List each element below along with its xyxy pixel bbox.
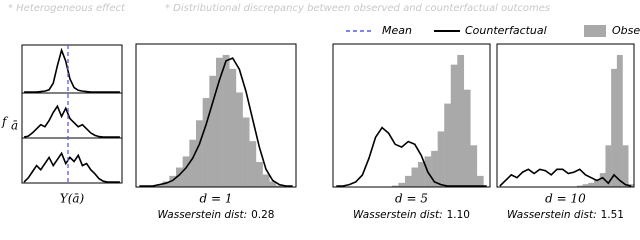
observed-bar	[169, 175, 177, 187]
observed-bar	[457, 54, 465, 188]
x-label: Y(ā)	[60, 192, 85, 206]
y-label-sub: ā	[11, 119, 18, 133]
observed-bar	[404, 175, 412, 187]
counterfactual-curve	[139, 57, 293, 187]
subplot-frame	[21, 92, 123, 139]
observed-bar	[222, 54, 230, 188]
counterfactual-curve	[499, 168, 632, 187]
observed-bar	[229, 68, 237, 187]
legend-observed-swatch	[584, 25, 606, 37]
observed-bar	[594, 180, 600, 187]
observed-bar	[431, 150, 438, 187]
metric: Wasserstein dist: 1.10	[353, 209, 470, 221]
legend-label: Mean	[382, 24, 412, 37]
observed-bar	[599, 173, 606, 187]
panel-label: d = 5	[395, 192, 428, 206]
panel-frame	[496, 43, 635, 188]
observed-bar	[470, 145, 478, 187]
observed-bar	[242, 117, 250, 187]
density-curve	[23, 151, 120, 183]
observed-bar	[189, 139, 197, 187]
subplot-frame	[21, 137, 123, 184]
observed-bar	[622, 145, 629, 187]
panel-frame	[135, 43, 297, 188]
metric-name: Wasserstein dist:	[157, 209, 247, 221]
observed-bar	[236, 92, 243, 187]
observed-bar	[162, 181, 170, 187]
figure: * Heterogeneous effect * Distributional …	[1, 3, 640, 221]
page: * Heterogeneous effect * Distributional …	[1, 3, 640, 221]
observed-bar	[216, 57, 223, 188]
observed-bar	[616, 54, 623, 188]
metric-value: 1.10	[447, 209, 470, 221]
observed-bar	[209, 75, 217, 187]
observed-bar	[411, 167, 419, 187]
observed-bar	[276, 185, 283, 187]
observed-bar	[176, 167, 183, 187]
header: * Distributional discrepancy between obs…	[165, 3, 550, 14]
observed-bar	[256, 161, 263, 187]
observed-bar	[463, 89, 471, 187]
metric-name: Wasserstein dist:	[507, 209, 597, 221]
observed-bar	[444, 103, 451, 187]
observed-bar	[202, 98, 210, 187]
density-curve	[23, 104, 120, 138]
observed-bar	[476, 175, 484, 187]
observed-bar	[156, 184, 163, 187]
panel-frame	[332, 43, 491, 188]
observed-bar	[269, 181, 277, 187]
legend-label: Counterfactual	[465, 24, 547, 37]
header: * Heterogeneous effect	[8, 3, 126, 14]
panel-label: d = 10	[545, 192, 586, 206]
observed-bar	[605, 145, 612, 187]
observed-bar	[196, 120, 203, 187]
observed-bar	[262, 174, 270, 187]
observed-bar	[182, 156, 190, 187]
counterfactual-curve	[336, 126, 487, 187]
observed-bar	[437, 131, 445, 187]
legend-label: Observed	[612, 24, 640, 37]
y-label: f	[1, 115, 9, 129]
observed-bar	[418, 161, 425, 187]
metric-value: 1.51	[601, 209, 624, 221]
panel-label: d = 1	[200, 192, 233, 206]
observed-bar	[450, 64, 458, 187]
observed-bar	[628, 184, 635, 187]
observed-bar	[576, 185, 583, 187]
observed-bar	[582, 184, 589, 187]
density-curve	[24, 47, 120, 93]
subplot-frame	[21, 44, 123, 94]
observed-bar	[391, 185, 399, 187]
metric-value: 0.28	[251, 209, 274, 221]
metric: Wasserstein dist: 0.28	[157, 209, 274, 221]
observed-bar	[611, 68, 618, 187]
observed-bar	[398, 182, 406, 187]
observed-bar	[249, 141, 257, 187]
metric-name: Wasserstein dist:	[353, 209, 443, 221]
observed-bar	[588, 182, 595, 187]
metric: Wasserstein dist: 1.51	[507, 209, 624, 221]
